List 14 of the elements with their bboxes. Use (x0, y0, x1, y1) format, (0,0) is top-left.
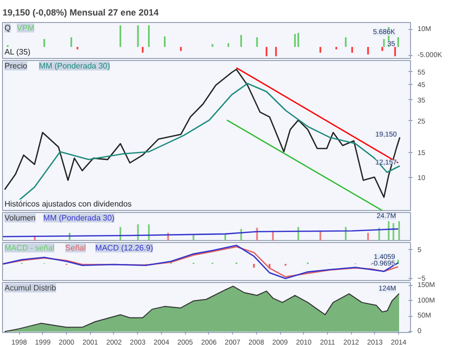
series-label: MM (Ponderada 30) (43, 214, 115, 222)
series-label: MACD - señal (4, 244, 55, 252)
chart-subtitle: Volumen (4, 214, 36, 222)
annotation: AL (35) (4, 48, 31, 56)
series-label: Señal (65, 244, 86, 252)
series-label: MACD (12.26.9) (95, 244, 154, 252)
annotation: Históricos ajustados con dividendos (4, 200, 132, 208)
chart-subtitle: Q (4, 24, 11, 32)
chart-subtitle: Acumul Distrib (4, 284, 57, 292)
series-label: VPM (16, 24, 35, 32)
chart-subtitle: Precio (4, 62, 28, 70)
line-series (4, 68, 400, 198)
chart-title: 19,150 (-0,08%) Mensual 27 ene 2014 (2, 8, 159, 18)
text: MM (Ponderada 30) (38, 62, 110, 70)
